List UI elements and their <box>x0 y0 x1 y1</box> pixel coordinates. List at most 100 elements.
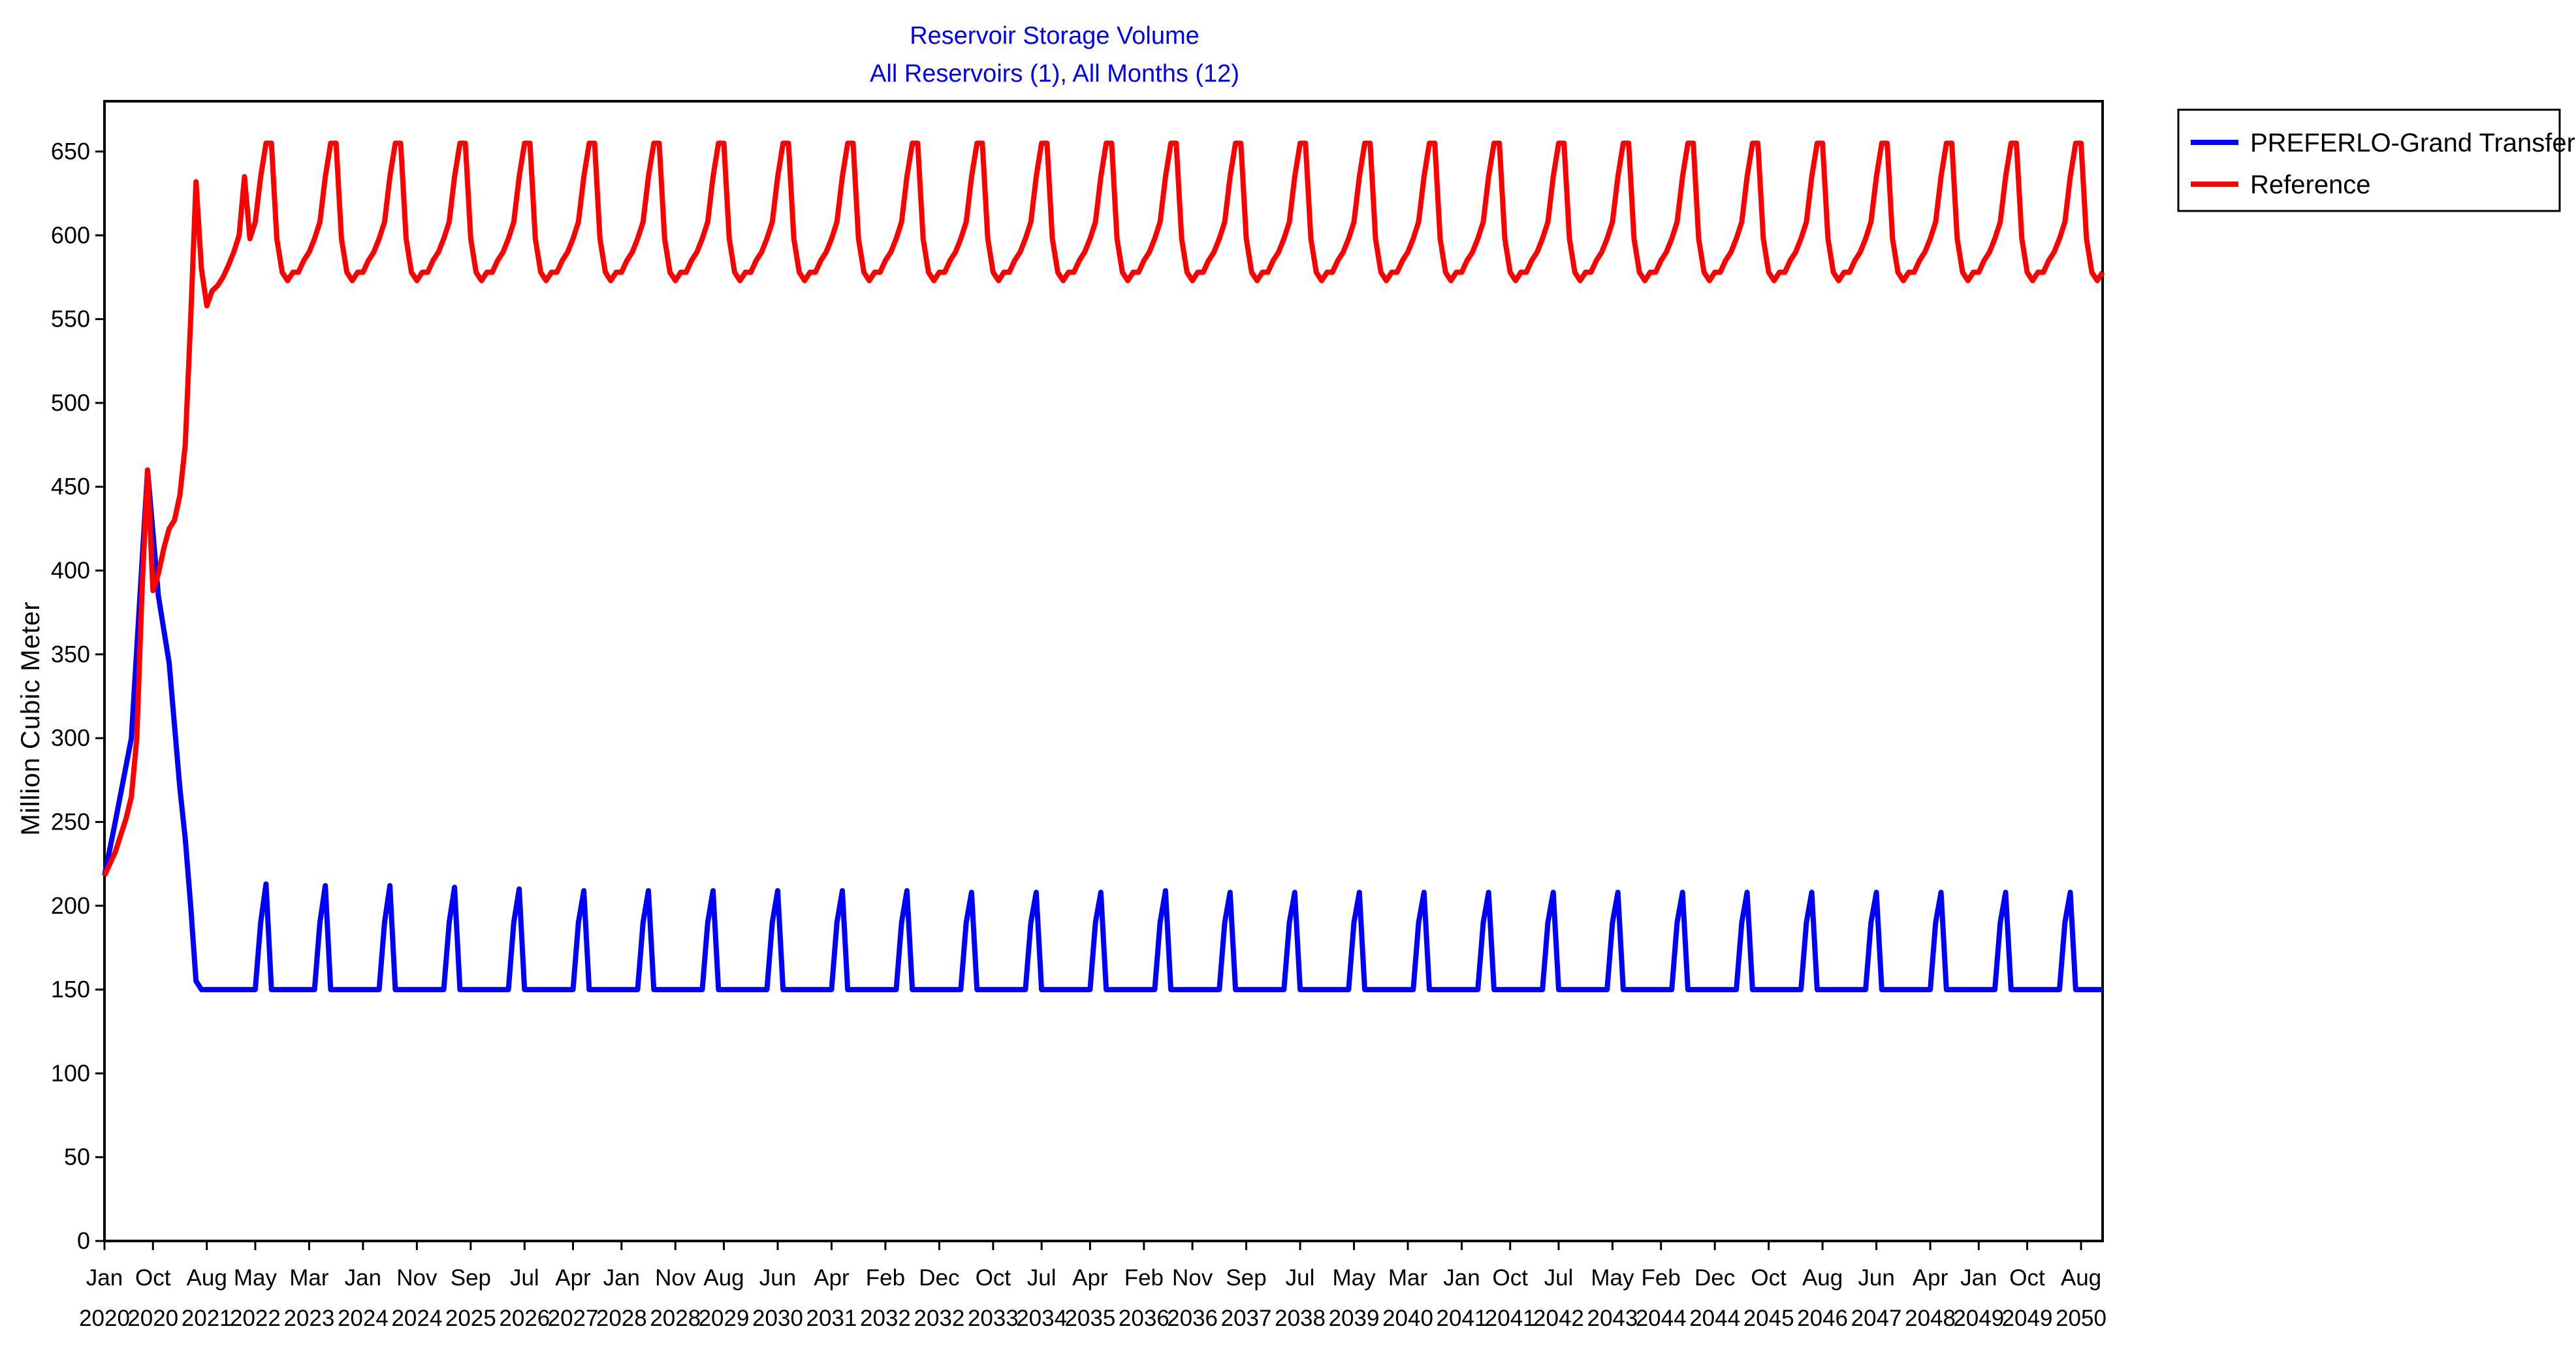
x-tick-month: Aug <box>703 1265 744 1291</box>
x-tick-month: Oct <box>2009 1265 2045 1291</box>
x-tick-month: Jun <box>1858 1265 1894 1291</box>
chart-subtitle: All Reservoirs (1), All Months (12) <box>870 60 1239 88</box>
x-tick-month: Apr <box>555 1265 591 1291</box>
x-tick-year: 2046 <box>1797 1306 1848 1331</box>
x-tick-month: Mar <box>1388 1265 1428 1291</box>
x-tick-month: Jan <box>1443 1265 1480 1291</box>
x-tick-year: 2038 <box>1275 1306 1326 1331</box>
x-tick-year: 2043 <box>1587 1306 1638 1331</box>
x-tick-month: May <box>1591 1265 1634 1291</box>
x-tick-year: 2024 <box>391 1306 442 1331</box>
x-tick-year: 2020 <box>79 1306 130 1331</box>
x-tick-year: 2028 <box>596 1306 647 1331</box>
x-tick-year: 2048 <box>1905 1306 1956 1331</box>
y-tick-label: 550 <box>51 306 90 332</box>
x-tick-year: 2032 <box>914 1306 964 1331</box>
x-tick-month: Oct <box>1751 1265 1787 1291</box>
x-tick-month: Apr <box>1913 1265 1948 1291</box>
x-tick-year: 2030 <box>752 1306 803 1331</box>
x-tick-year: 2040 <box>1382 1306 1433 1331</box>
y-tick-label: 650 <box>51 138 90 165</box>
x-tick-month: Oct <box>1492 1265 1528 1291</box>
x-tick-month: Aug <box>1802 1265 1843 1291</box>
x-tick-month: Mar <box>289 1265 329 1291</box>
legend-label-preferlo: PREFERLO-Grand Transfer <box>2250 129 2575 157</box>
y-axis-label: Million Cubic Meter <box>16 601 45 835</box>
x-tick-year: 2023 <box>283 1306 334 1331</box>
x-tick-month: Apr <box>814 1265 850 1291</box>
x-tick-month: Nov <box>655 1265 696 1291</box>
x-tick-year: 2020 <box>127 1306 178 1331</box>
x-tick-year: 2021 <box>182 1306 232 1331</box>
x-tick-year: 2037 <box>1221 1306 1272 1331</box>
x-tick-year: 2041 <box>1437 1306 1487 1331</box>
plot-frame <box>103 100 2104 1242</box>
x-tick-month: Dec <box>919 1265 959 1291</box>
x-tick-year: 2049 <box>1953 1306 2004 1331</box>
y-tick-label: 150 <box>51 976 90 1003</box>
x-tick-month: Jan <box>1960 1265 1997 1291</box>
x-tick-year: 2033 <box>968 1306 1019 1331</box>
x-tick-year: 2041 <box>1485 1306 1536 1331</box>
y-tick-label: 600 <box>51 221 90 248</box>
x-tick-month: Sep <box>451 1265 491 1291</box>
x-tick-year: 2024 <box>338 1306 389 1331</box>
x-tick-year: 2025 <box>445 1306 496 1331</box>
x-tick-month: Aug <box>187 1265 227 1291</box>
x-tick-year: 2039 <box>1329 1306 1380 1331</box>
x-tick-month: Aug <box>2061 1265 2101 1291</box>
x-tick-month: Nov <box>396 1265 437 1291</box>
x-tick-year: 2032 <box>860 1306 911 1331</box>
y-tick-label: 250 <box>51 808 90 835</box>
x-tick-year: 2036 <box>1119 1306 1169 1331</box>
x-tick-year: 2029 <box>699 1306 750 1331</box>
x-tick-year: 2044 <box>1689 1306 1740 1331</box>
y-tick-label: 350 <box>51 641 90 668</box>
x-tick-month: Oct <box>976 1265 1011 1291</box>
y-tick-label: 100 <box>51 1059 90 1086</box>
legend-label-reference: Reference <box>2250 170 2371 199</box>
x-tick-month: Jan <box>345 1265 381 1291</box>
x-tick-year: 2027 <box>548 1306 599 1331</box>
x-tick-month: Jul <box>510 1265 539 1291</box>
series-line-preferlo <box>102 467 2103 993</box>
x-tick-year: 2035 <box>1064 1306 1115 1331</box>
y-tick-label: 400 <box>51 557 90 584</box>
x-tick-month: Dec <box>1694 1265 1735 1291</box>
x-tick-year: 2026 <box>499 1306 550 1331</box>
x-axis: Jan2020Oct2020Aug2021May2022Mar2023Jan20… <box>79 1241 2107 1331</box>
y-tick-label: 0 <box>77 1227 90 1254</box>
y-axis: 0 50 100 150 200 250 300 350 400 450 500 550 600 650 <box>51 138 104 1254</box>
x-tick-month: Jul <box>1027 1265 1057 1291</box>
x-tick-month: Jul <box>1544 1265 1574 1291</box>
x-tick-month: Sep <box>1226 1265 1266 1291</box>
x-tick-year: 2047 <box>1851 1306 1902 1331</box>
x-tick-year: 2034 <box>1016 1306 1067 1331</box>
x-tick-month: Oct <box>135 1265 171 1291</box>
chart-title: Reservoir Storage Volume <box>910 22 1200 50</box>
x-tick-year: 2049 <box>2002 1306 2053 1331</box>
y-tick-label: 300 <box>51 724 90 751</box>
x-tick-month: Feb <box>1642 1265 1681 1291</box>
x-tick-month: Jan <box>603 1265 640 1291</box>
x-tick-month: Jan <box>86 1265 123 1291</box>
legend: PREFERLO-Grand Transfer Reference <box>2177 108 2575 212</box>
x-tick-year: 2045 <box>1743 1306 1794 1331</box>
x-tick-year: 2044 <box>1636 1306 1687 1331</box>
x-tick-month: Feb <box>866 1265 905 1291</box>
y-tick-label: 450 <box>51 473 90 500</box>
y-tick-label: 500 <box>51 389 90 416</box>
x-tick-month: May <box>234 1265 278 1291</box>
x-tick-year: 2028 <box>650 1306 701 1331</box>
x-tick-year: 2022 <box>230 1306 281 1331</box>
x-tick-month: Jul <box>1286 1265 1315 1291</box>
series-layer <box>102 140 2105 993</box>
x-tick-year: 2031 <box>806 1306 857 1331</box>
x-tick-year: 2050 <box>2056 1306 2107 1331</box>
x-tick-month: Feb <box>1124 1265 1164 1291</box>
legend-box <box>2177 108 2561 212</box>
x-tick-month: Apr <box>1072 1265 1108 1291</box>
y-tick-label: 200 <box>51 892 90 919</box>
